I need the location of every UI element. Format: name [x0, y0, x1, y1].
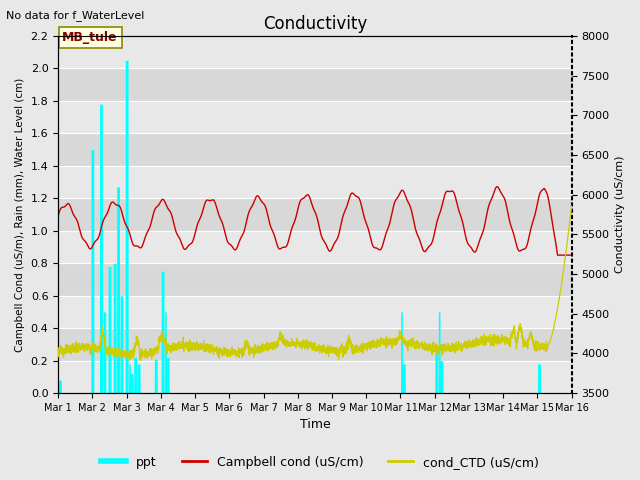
- Bar: [58, 328, 572, 360]
- Text: No data for f_WaterLevel: No data for f_WaterLevel: [6, 10, 145, 21]
- Text: MB_tule: MB_tule: [62, 31, 118, 44]
- Bar: [58, 231, 572, 263]
- Bar: [58, 263, 572, 296]
- Y-axis label: Campbell Cond (uS/m), Rain (mm), Water Level (cm): Campbell Cond (uS/m), Rain (mm), Water L…: [15, 77, 25, 352]
- Bar: [58, 69, 572, 101]
- Title: Conductivity: Conductivity: [263, 15, 367, 33]
- Bar: [58, 198, 572, 231]
- Bar: [58, 296, 572, 328]
- Bar: [58, 360, 572, 393]
- Bar: [58, 101, 572, 133]
- Bar: [58, 36, 572, 69]
- Y-axis label: Conductivity (uS/cm): Conductivity (uS/cm): [615, 156, 625, 273]
- Legend: ppt, Campbell cond (uS/cm), cond_CTD (uS/cm): ppt, Campbell cond (uS/cm), cond_CTD (uS…: [96, 451, 544, 474]
- Bar: [58, 133, 572, 166]
- X-axis label: Time: Time: [300, 419, 330, 432]
- Bar: [58, 166, 572, 198]
